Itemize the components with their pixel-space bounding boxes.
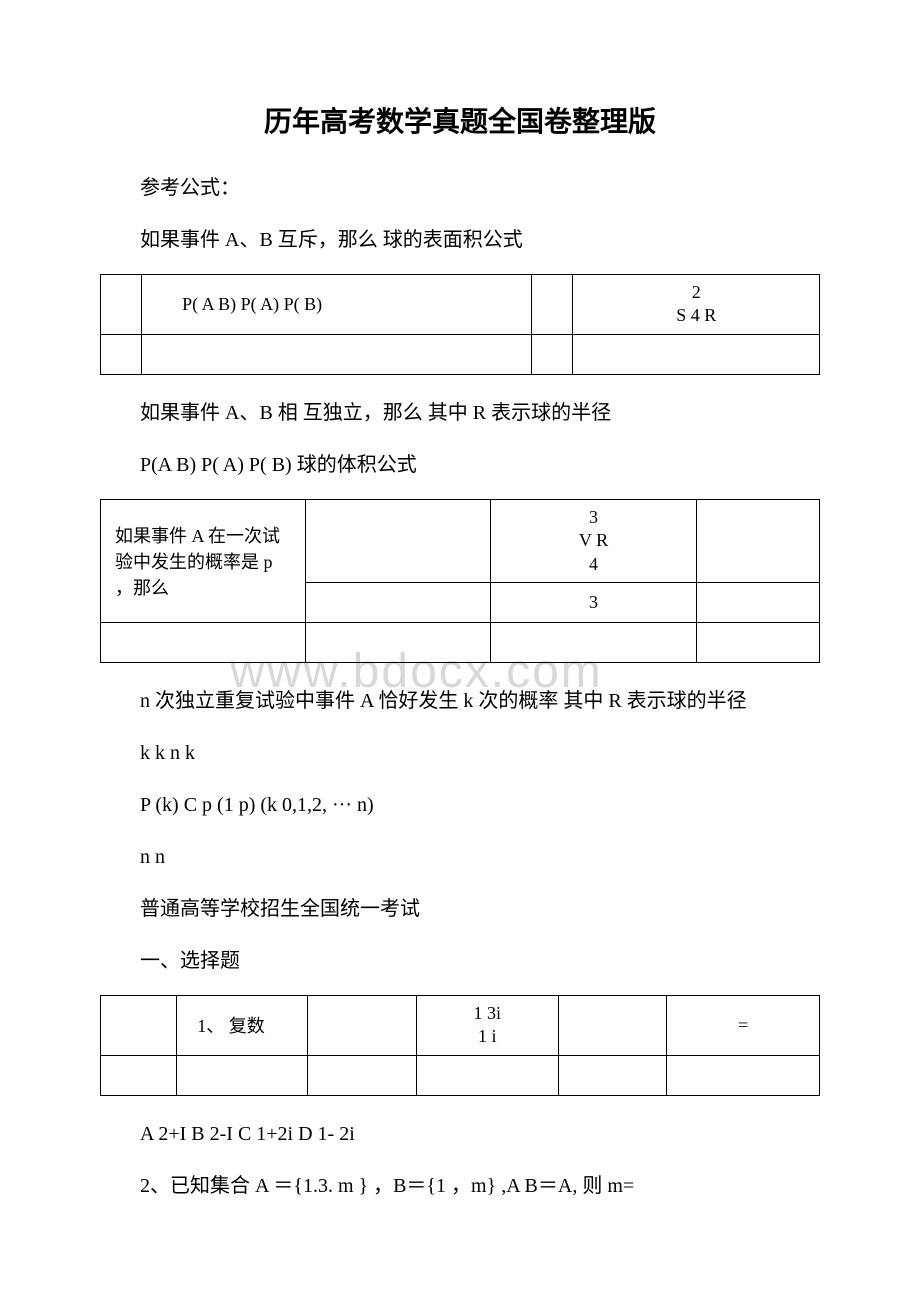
- volume-formula-text: P(A B) P( A) P( B) 球的体积公式: [100, 447, 820, 483]
- formula-fragment: V R: [579, 529, 608, 552]
- table1-cell: [532, 275, 573, 335]
- table3-complex-fraction-cell: 1 3i 1 i: [416, 995, 558, 1055]
- table3-cell: [101, 1055, 177, 1095]
- table1-cell: [573, 334, 820, 374]
- table2-cell: [696, 582, 819, 622]
- formula-fragment: 3: [589, 506, 598, 529]
- table1-cell: [532, 334, 573, 374]
- table2-cell: [101, 622, 306, 662]
- table3-question-number-cell: 1、 复数: [177, 995, 308, 1055]
- section-heading-choice: 一、选择题: [100, 943, 820, 979]
- formula-fragment: 2: [692, 281, 701, 304]
- table2-cell: [696, 622, 819, 662]
- table2-cell: [696, 499, 819, 582]
- formula-table-2: 如果事件 A 在一次试验中发生的概率是 p ，那么 3 V R 4 3: [100, 499, 820, 663]
- table3-cell: [101, 995, 177, 1055]
- answer-options-text: A 2+I B 2-I C 1+2i D 1- 2i: [100, 1116, 820, 1152]
- table3-cell: [558, 995, 667, 1055]
- event-ab-exclusive-text: 如果事件 A、B 互斥，那么 球的表面积公式: [100, 222, 820, 258]
- table1-cell: [101, 334, 142, 374]
- table2-volume-cell: 3 V R 4: [491, 499, 696, 582]
- event-independent-text: 如果事件 A、B 相 互独立，那么 其中 R 表示球的半径: [100, 395, 820, 431]
- formula-fragment-text: k k n k: [100, 735, 820, 771]
- table3-cell: [307, 995, 416, 1055]
- formula-fragment: 1 3i: [473, 1002, 501, 1025]
- table2-cell: [306, 499, 491, 582]
- table2-probability-text-cell: 如果事件 A 在一次试验中发生的概率是 p ，那么: [101, 499, 306, 622]
- question-2-text: 2、已知集合 A ＝{1.3. m } ，B＝{1 ，m} ,A B＝A, 则 …: [100, 1168, 820, 1204]
- probability-formula-text: P (k) C p (1 p) (k 0,1,2, ··· n): [100, 787, 820, 823]
- table1-cell: [101, 275, 142, 335]
- formula-fragment: 1 i: [478, 1025, 497, 1048]
- table1-surface-area-cell: 2 S 4 R: [573, 275, 820, 335]
- table3-equals-cell: =: [667, 995, 820, 1055]
- table2-cell: [306, 622, 491, 662]
- table3-cell: [307, 1055, 416, 1095]
- exam-title-text: 普通高等学校招生全国统一考试: [100, 891, 820, 927]
- table2-cell: [306, 582, 491, 622]
- page-title: 历年高考数学真题全国卷整理版: [100, 100, 820, 140]
- table3-cell: [416, 1055, 558, 1095]
- table3-cell: [177, 1055, 308, 1095]
- table3-cell: [667, 1055, 820, 1095]
- table2-number-cell: 3: [491, 582, 696, 622]
- table3-cell: [558, 1055, 667, 1095]
- table1-probability-cell: P( A B) P( A) P( B): [142, 275, 532, 335]
- table1-cell: [142, 334, 532, 374]
- table2-cell: [491, 622, 696, 662]
- formula-table-1: P( A B) P( A) P( B) 2 S 4 R: [100, 274, 820, 375]
- formula-fragment: S 4 R: [676, 304, 716, 327]
- formula-fragment-text: n n: [100, 839, 820, 875]
- formula-fragment: 4: [589, 553, 598, 576]
- reference-formula-label: 参考公式：: [100, 170, 820, 206]
- question-table-1: 1、 复数 1 3i 1 i =: [100, 995, 820, 1096]
- n-trials-text: n 次独立重复试验中事件 A 恰好发生 k 次的概率 其中 R 表示球的半径: [100, 683, 820, 719]
